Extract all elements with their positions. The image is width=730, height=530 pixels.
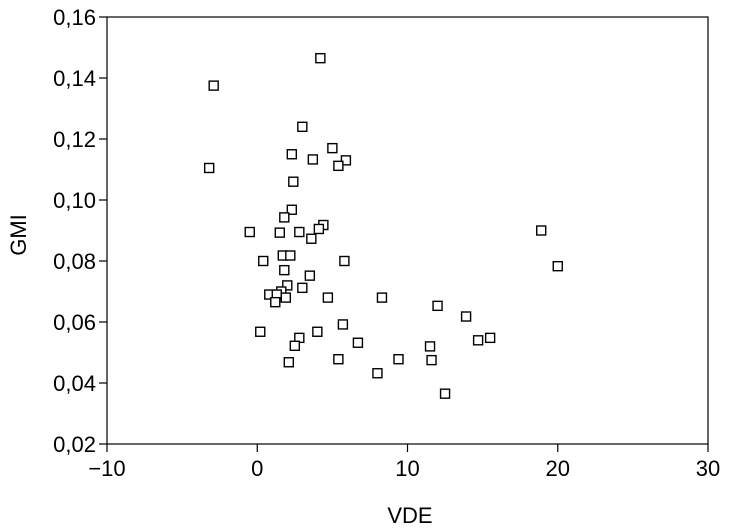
data-point	[472, 335, 484, 346]
data-point	[313, 223, 325, 235]
x-tick-label: −10	[88, 456, 125, 481]
data-point	[244, 226, 255, 238]
data-point	[270, 296, 281, 308]
y-tick-label: 0,12	[53, 127, 96, 152]
data-point	[286, 204, 298, 215]
data-point	[424, 341, 436, 352]
data-point	[312, 326, 323, 337]
data-point	[306, 233, 317, 244]
data-point	[203, 162, 215, 174]
data-point	[294, 226, 305, 238]
data-point	[352, 337, 364, 348]
data-point	[288, 176, 299, 187]
data-point	[283, 357, 295, 368]
data-point	[484, 332, 496, 344]
data-point	[315, 52, 326, 64]
data-point	[339, 255, 350, 267]
x-tick-label: 30	[696, 456, 720, 481]
x-tick-label: 20	[546, 456, 570, 481]
data-point	[340, 155, 352, 166]
plot-area	[106, 16, 709, 445]
y-tick-label: 0,14	[53, 66, 96, 91]
data-point	[333, 354, 344, 365]
data-point	[208, 80, 219, 91]
data-point	[333, 160, 344, 172]
x-axis: −10 0 10 20 30	[88, 444, 720, 481]
y-tick-label: 0,06	[53, 310, 96, 335]
data-point	[279, 264, 290, 276]
data-point	[285, 250, 296, 261]
data-point	[282, 280, 293, 291]
y-tick-label: 0,04	[53, 371, 96, 396]
data-point	[289, 340, 301, 351]
x-tick-label: 0	[251, 456, 263, 481]
data-point	[376, 292, 388, 303]
data-point	[432, 300, 443, 312]
data-point	[286, 149, 298, 160]
data-point	[536, 225, 547, 236]
data-point	[322, 292, 334, 303]
x-tick-label: 10	[395, 456, 419, 481]
plot-frame	[106, 16, 709, 445]
y-tick-label: 0,02	[53, 432, 96, 457]
y-tick-label: 0,08	[53, 249, 96, 274]
x-axis-label: VDE	[387, 503, 432, 528]
data-point	[327, 142, 338, 154]
data-point	[304, 270, 316, 281]
data-point	[297, 121, 308, 133]
data-point	[307, 154, 319, 165]
data-point	[274, 227, 285, 238]
data-point	[280, 292, 291, 303]
y-axis-label: GMI	[6, 214, 31, 256]
data-point	[460, 311, 472, 322]
y-tick-label: 0,10	[53, 188, 96, 213]
data-point	[279, 212, 290, 223]
data-point	[255, 326, 266, 337]
y-axis: 0,02 0,04 0,06 0,08 0,10 0,12 0,14 0,16	[53, 5, 107, 457]
data-point	[552, 260, 563, 272]
data-points	[203, 52, 563, 399]
data-point	[439, 388, 451, 399]
data-point	[337, 319, 349, 330]
data-point	[372, 368, 383, 379]
data-point	[393, 354, 404, 365]
data-point	[297, 282, 308, 294]
data-point	[258, 255, 269, 267]
data-point	[426, 354, 437, 366]
y-tick-label: 0,16	[53, 5, 96, 30]
